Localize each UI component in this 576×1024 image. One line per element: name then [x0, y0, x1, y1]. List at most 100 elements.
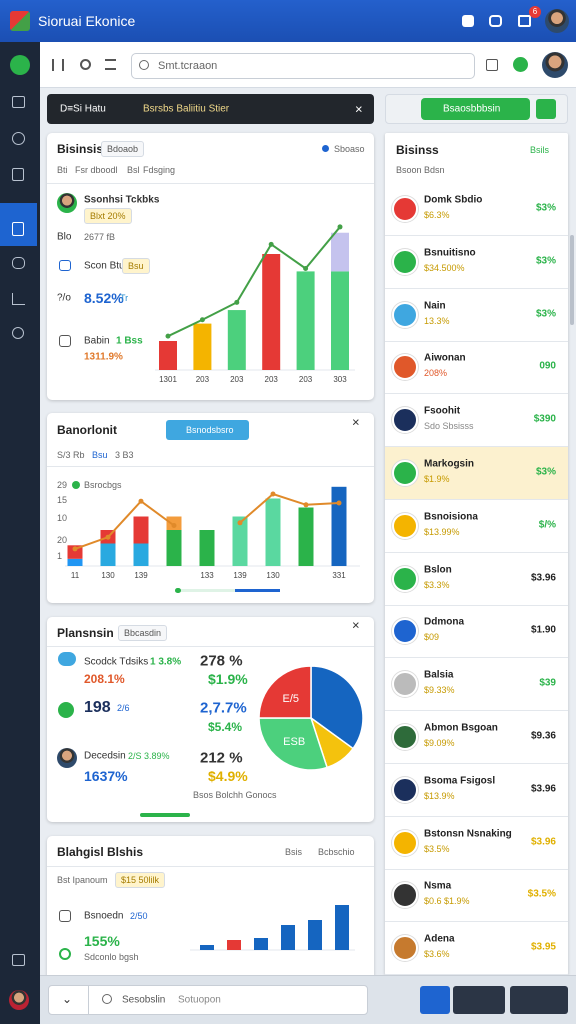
- pie-slice: [310, 665, 364, 750]
- x-tick-label: 203: [196, 375, 210, 384]
- banner: [47, 94, 374, 124]
- bottom-button[interactable]: [510, 986, 568, 1014]
- text: 208.1%: [84, 672, 125, 686]
- nav-icon[interactable]: [12, 96, 25, 108]
- icon: [58, 652, 76, 666]
- nav-icon[interactable]: [12, 168, 24, 181]
- text: 1637%: [84, 768, 128, 784]
- line-point: [138, 498, 144, 504]
- action-button[interactable]: [536, 99, 556, 119]
- text: Nain: [424, 300, 446, 312]
- text: Domk Sbdio: [424, 194, 483, 206]
- text: Fsr dboodl: [75, 165, 118, 175]
- nav-active[interactable]: [0, 203, 37, 246]
- slice-label: ESB: [283, 736, 305, 748]
- text: $5.4%: [208, 720, 243, 734]
- nav-icon[interactable]: [12, 132, 25, 145]
- text: 8.52%: [84, 290, 124, 306]
- separator: [385, 446, 568, 448]
- text: Markogsin: [424, 458, 475, 470]
- text: Bsu: [92, 450, 108, 460]
- status-icon[interactable]: [513, 57, 528, 72]
- avatar: [392, 671, 418, 698]
- separator: [385, 815, 568, 817]
- tool-icon[interactable]: [52, 59, 64, 71]
- text: Bst Ipanoum: [57, 875, 108, 885]
- icon: [59, 910, 71, 922]
- text: Bsils: [530, 145, 550, 155]
- text: Fdsging: [143, 165, 176, 175]
- nav-icon[interactable]: [12, 293, 25, 305]
- legend-dot: [72, 481, 80, 489]
- avatar[interactable]: [9, 990, 29, 1010]
- text: 29: [57, 480, 68, 490]
- action-button[interactable]: [421, 98, 530, 120]
- chart: 11 130 139 133 139 130 331: [65, 486, 360, 580]
- text: Decedsin: [84, 750, 126, 762]
- avatar: [392, 776, 418, 803]
- bottom-search[interactable]: [48, 985, 368, 1015]
- nav-icon[interactable]: [12, 954, 25, 966]
- text: 2/S 3.89%: [128, 751, 170, 761]
- icon[interactable]: [462, 15, 474, 27]
- card: [47, 836, 374, 986]
- button[interactable]: [166, 420, 249, 440]
- separator: [385, 393, 568, 395]
- text: Banorlonit: [57, 423, 117, 437]
- text: $1.9%: [208, 671, 248, 687]
- search-box[interactable]: [131, 53, 475, 79]
- avatar: [392, 565, 418, 592]
- text: Bsrocbgs: [84, 480, 122, 490]
- logo[interactable]: [10, 11, 30, 31]
- text: $1.9%: [424, 474, 450, 484]
- text: Bsos Bolchh Gonocs: [193, 790, 277, 800]
- nav-icon[interactable]: [12, 222, 24, 236]
- text: $13.99%: [424, 526, 460, 537]
- separator: [385, 868, 568, 870]
- tool-icon[interactable]: [80, 59, 91, 70]
- text: Bslon: [424, 564, 452, 576]
- text: 3 B3: [115, 450, 134, 460]
- text: 20: [57, 535, 68, 545]
- text: Blahgisl Blshis: [57, 845, 144, 859]
- icon[interactable]: [518, 15, 531, 27]
- text: $390: [533, 413, 556, 425]
- avatar[interactable]: [545, 9, 569, 33]
- line-point: [105, 534, 111, 540]
- text: $3%: [535, 308, 556, 320]
- nav-icon[interactable]: [12, 327, 24, 339]
- text: $3%: [535, 255, 556, 267]
- text: $3.96: [530, 836, 556, 848]
- separator: [385, 499, 568, 500]
- tag: Bbcasdin: [118, 625, 168, 641]
- line-point: [199, 317, 205, 323]
- nav-icon[interactable]: [12, 257, 25, 269]
- tag: $15 50lilk: [115, 872, 166, 888]
- text: $4.9%: [208, 768, 248, 784]
- bar: [166, 530, 182, 566]
- bottom-button[interactable]: [420, 986, 450, 1014]
- text: Nsma: [424, 880, 452, 892]
- tool-icon[interactable]: [486, 59, 498, 71]
- bottom-search-text: Sesobslin: [122, 994, 166, 1006]
- line-point: [234, 299, 240, 305]
- line-point: [336, 500, 342, 506]
- icon[interactable]: [489, 15, 502, 27]
- nav-icon[interactable]: [10, 55, 30, 75]
- avatar[interactable]: [542, 52, 568, 78]
- tag: Bdoaob: [101, 141, 145, 157]
- bar: [200, 945, 214, 950]
- dropdown[interactable]: ⌄: [62, 992, 73, 1006]
- scrollbar[interactable]: [570, 235, 574, 325]
- text: 1: [57, 551, 63, 561]
- icon: [59, 948, 71, 960]
- text: $1.90: [530, 624, 556, 636]
- x-tick-label: 130: [266, 571, 280, 580]
- tool-icon[interactable]: [105, 59, 116, 70]
- avatar: [392, 301, 418, 328]
- text: Scon Btu: [84, 260, 125, 272]
- bottom-button[interactable]: [453, 986, 505, 1014]
- avatar: [392, 618, 418, 645]
- close[interactable]: ×: [355, 101, 363, 117]
- text: 198: [84, 699, 111, 716]
